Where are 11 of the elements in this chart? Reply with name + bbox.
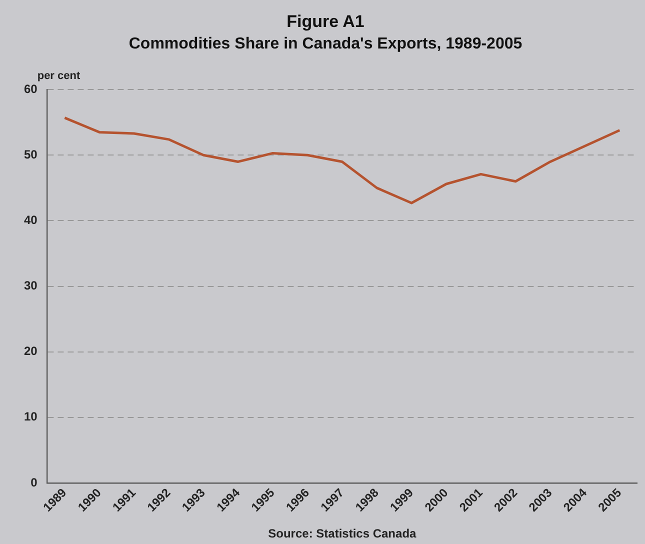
chart-subtitle: Commodities Share in Canada's Exports, 1989-2005 (128, 35, 522, 52)
source-note: Source: Statistics Canada (268, 526, 417, 540)
y-tick-label: 40 (24, 213, 38, 228)
y-axis-title: per cent (37, 70, 80, 82)
y-tick-label: 0 (30, 475, 38, 490)
y-tick-label: 50 (24, 147, 38, 162)
y-tick-label: 10 (24, 410, 38, 424)
y-tick-label: 20 (24, 344, 38, 358)
chart-title: Figure A1 (286, 12, 364, 31)
y-tick-label: 60 (24, 82, 38, 96)
y-tick-label: 30 (24, 278, 38, 293)
